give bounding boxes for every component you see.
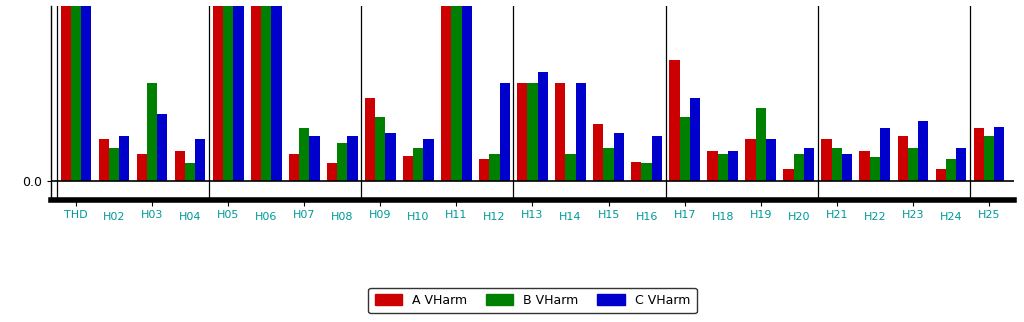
Bar [424, 139, 434, 181]
Bar [71, 0, 81, 181]
Bar [365, 98, 375, 181]
Bar [880, 128, 890, 181]
Bar [136, 154, 146, 181]
Bar [756, 109, 766, 181]
Legend: A VHarm, B VHarm, C VHarm: A VHarm, B VHarm, C VHarm [369, 288, 696, 313]
Bar [223, 0, 233, 181]
Bar [575, 82, 586, 181]
Text: H08: H08 [331, 212, 353, 222]
Bar [641, 163, 651, 181]
Bar [984, 136, 994, 181]
Bar [631, 162, 641, 181]
Bar [869, 157, 880, 181]
Bar [251, 0, 261, 181]
Text: H06: H06 [255, 212, 278, 222]
Bar [994, 127, 1005, 181]
Bar [842, 154, 852, 181]
Bar [462, 0, 472, 181]
Bar [593, 124, 603, 181]
Bar [555, 82, 565, 181]
Text: H16: H16 [636, 212, 657, 222]
Bar [196, 139, 206, 181]
Bar [327, 163, 337, 181]
Text: H20: H20 [787, 212, 810, 222]
Bar [375, 118, 385, 181]
Bar [651, 136, 663, 181]
Bar [213, 0, 223, 181]
Bar [337, 143, 347, 181]
Bar [517, 82, 527, 181]
Bar [500, 82, 510, 181]
Bar [527, 82, 538, 181]
Text: H02: H02 [102, 212, 125, 222]
Text: H12: H12 [483, 212, 506, 222]
Bar [538, 72, 548, 181]
Bar [670, 60, 680, 181]
Bar [690, 98, 700, 181]
Bar [175, 151, 185, 181]
Bar [98, 139, 109, 181]
Text: H22: H22 [863, 212, 886, 222]
Bar [680, 118, 690, 181]
Bar [299, 128, 309, 181]
Bar [81, 0, 91, 181]
Bar [452, 0, 462, 181]
Bar [157, 114, 168, 181]
Bar [441, 0, 452, 181]
Bar [385, 133, 395, 181]
Bar [565, 154, 575, 181]
Bar [289, 154, 299, 181]
Bar [233, 0, 244, 181]
Bar [956, 148, 967, 181]
Text: H18: H18 [712, 212, 734, 222]
Bar [794, 154, 804, 181]
Bar [489, 154, 500, 181]
Bar [831, 148, 842, 181]
Bar [119, 136, 129, 181]
Bar [146, 82, 157, 181]
Text: H04: H04 [179, 212, 202, 222]
Bar [804, 148, 814, 181]
Text: H10: H10 [408, 212, 429, 222]
Bar [974, 128, 984, 181]
Bar [783, 169, 794, 181]
Bar [728, 151, 738, 181]
Bar [936, 169, 946, 181]
Bar [402, 156, 414, 181]
Bar [859, 151, 869, 181]
Bar [718, 154, 728, 181]
Bar [109, 148, 119, 181]
Bar [347, 136, 357, 181]
Bar [261, 0, 271, 181]
Bar [603, 148, 613, 181]
Bar [309, 136, 319, 181]
Text: H14: H14 [559, 212, 582, 222]
Bar [766, 139, 776, 181]
Bar [271, 0, 282, 181]
Bar [708, 151, 718, 181]
Bar [908, 148, 919, 181]
Bar [479, 158, 489, 181]
Bar [60, 0, 71, 181]
Bar [821, 139, 831, 181]
Bar [414, 148, 424, 181]
Bar [946, 158, 956, 181]
Bar [897, 136, 908, 181]
Text: H24: H24 [940, 212, 963, 222]
Bar [919, 120, 929, 181]
Bar [745, 139, 756, 181]
Bar [185, 163, 196, 181]
Bar [613, 133, 624, 181]
